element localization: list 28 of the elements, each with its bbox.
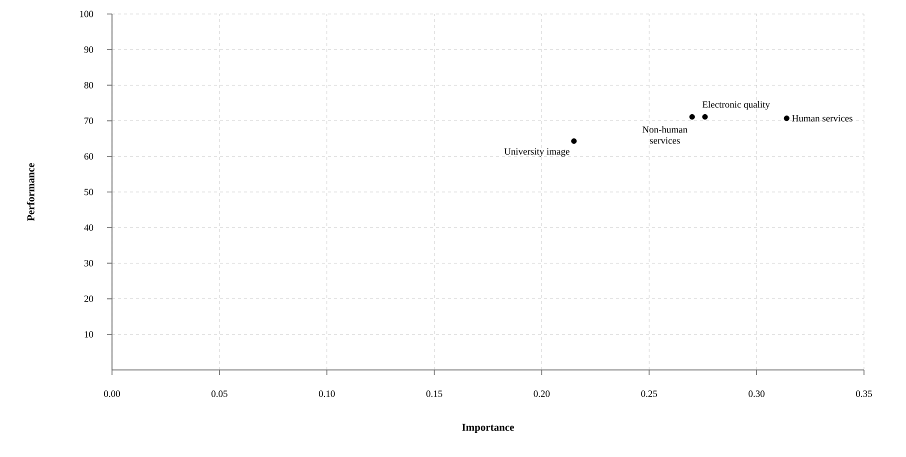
annotation: Non-human services — [642, 126, 688, 144]
x-tick-label: 0.35 — [856, 390, 872, 397]
y-tick-label: 20 — [84, 296, 94, 302]
annotation: University image — [504, 148, 570, 157]
x-tick-label: 0.05 — [211, 390, 228, 397]
annotation: Human services — [792, 115, 852, 122]
y-tick-label: 60 — [84, 153, 94, 160]
x-tick-label: 0.20 — [534, 390, 550, 397]
y-tick-label: 100 — [80, 10, 94, 18]
annotation: Electronic quality — [702, 101, 770, 110]
x-tick-label: 0.00 — [104, 390, 120, 397]
y-tick-label: 40 — [84, 224, 94, 231]
point — [689, 114, 695, 120]
y-tick-label: 30 — [84, 260, 94, 266]
x-tick-label: 0.10 — [318, 390, 335, 397]
y-axis-title: Performance — [26, 163, 34, 221]
y-tick-label: 50 — [84, 188, 94, 196]
y-tick-label: 70 — [84, 118, 94, 124]
x-tick-label: 0.25 — [641, 390, 658, 397]
x-tick-label: 0.15 — [426, 390, 442, 397]
x-tick-label: 0.30 — [748, 390, 765, 397]
point — [784, 116, 790, 122]
y-tick-label: 90 — [84, 46, 94, 53]
y-tick-label: 10 — [84, 331, 94, 338]
y-tick-label: 80 — [84, 82, 94, 88]
point — [571, 138, 577, 144]
x-axis-title: Importance — [462, 424, 514, 433]
point — [702, 114, 708, 120]
